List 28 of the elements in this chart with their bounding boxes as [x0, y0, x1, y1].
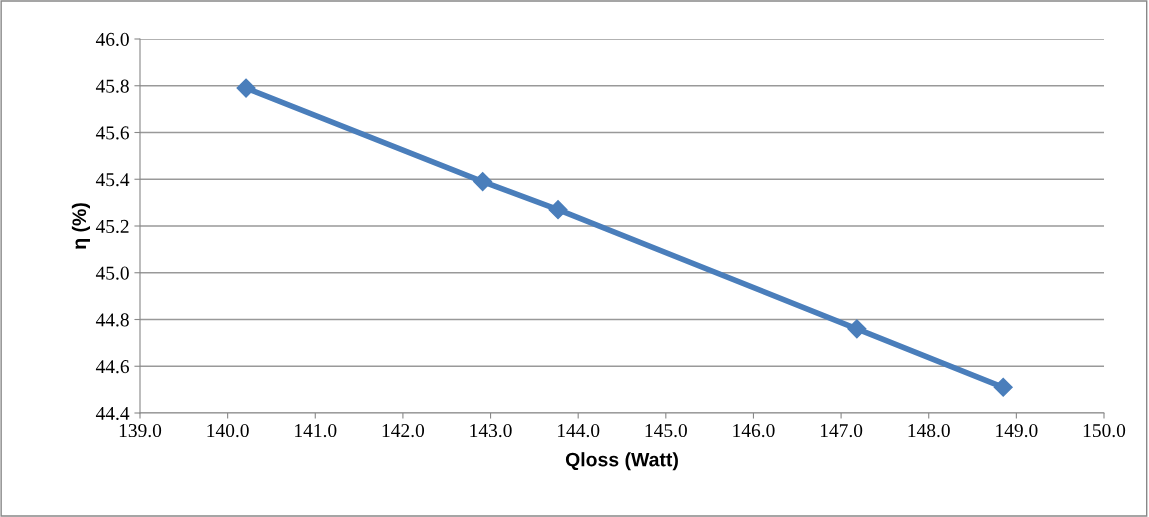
- x-tick-label: 141.0: [295, 423, 337, 438]
- x-tick-label: 144.0: [558, 423, 600, 438]
- y-tick-label: 44.6: [95, 360, 129, 374]
- x-tick-label: 146.0: [733, 423, 775, 438]
- x-tick-label: 142.0: [382, 423, 425, 438]
- y-tick-label: 45.4: [95, 173, 130, 187]
- y-tick-label: 44.4: [95, 406, 130, 421]
- point: [847, 319, 867, 339]
- point: [993, 377, 1013, 397]
- point: [473, 172, 493, 192]
- y-tick-label: 45.0: [95, 266, 129, 280]
- x-tick-label: 139.0: [119, 423, 162, 438]
- y-tick-label: 44.8: [95, 313, 129, 327]
- y-tick-label: 46.0: [95, 32, 129, 47]
- x-axis-title: Qloss (Watt): [565, 452, 678, 471]
- y-tick-label: 45.2: [95, 219, 129, 234]
- x-tick-label: 143.0: [470, 423, 512, 438]
- x-tick-label: 149.0: [996, 423, 1038, 438]
- x-tick-label: 145.0: [645, 423, 687, 438]
- y-tick-label: 45.8: [95, 79, 129, 93]
- x-tick-label: 150.0: [1083, 423, 1126, 438]
- y-axis-title: η (%): [71, 203, 90, 249]
- point: [548, 200, 568, 220]
- x-tick-label: 147.0: [820, 423, 863, 438]
- x-tick-label: 140.0: [207, 423, 249, 438]
- point: [236, 78, 256, 98]
- y-tick-label: 45.6: [95, 126, 129, 140]
- x-tick-label: 148.0: [908, 423, 950, 438]
